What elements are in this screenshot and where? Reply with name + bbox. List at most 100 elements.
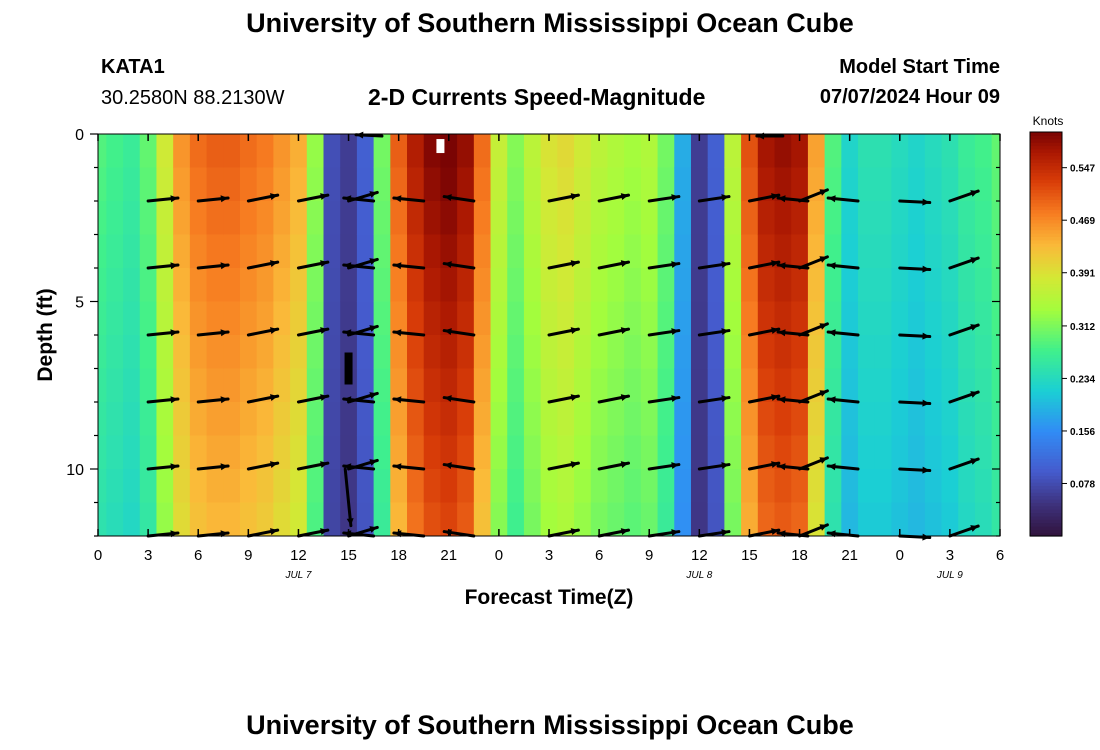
heatmap-cell [290,301,308,336]
heatmap-cell [440,301,458,336]
current-vector [826,396,860,404]
current-vector [442,261,476,270]
colorbar-segment [1030,357,1062,362]
heatmap-cell [974,301,993,336]
heatmap-cell [490,502,508,536]
current-vector [442,328,476,337]
current-vector [246,327,280,337]
heatmap-cell [540,268,558,303]
heatmap-cell [690,301,709,336]
heatmap-cell [390,134,408,169]
heatmap-cell [98,368,107,403]
vector-head [220,329,229,337]
current-vector [826,195,860,203]
colorbar-segment [1030,276,1062,281]
colorbar-segment [1030,233,1062,237]
colorbar-segment [1030,431,1062,436]
vector-head [170,329,178,337]
heatmap-cell [640,167,659,202]
heatmap-cell [690,134,709,169]
heatmap-cell [590,201,609,236]
heatmap-cell [373,335,391,370]
vector-head [270,327,278,334]
vector-head [922,332,930,340]
heatmap-cell [306,134,325,169]
colorbar-segment [1030,347,1062,352]
heatmap-cell [290,469,308,504]
heatmap-cell [323,435,341,470]
vector-head [369,258,378,265]
colorbar-segment [1030,334,1062,338]
current-vector [196,463,230,471]
current-vector [342,329,376,337]
heatmap-cell [156,134,174,169]
heatmap-cell [407,301,425,336]
heatmap-cell [306,502,325,536]
colorbar-segment [1030,195,1062,200]
vector-head [620,461,629,468]
heatmap-cell [741,402,759,437]
heatmap-cell [239,402,258,437]
heatmap-cell [774,134,792,169]
colorbar-segment [1030,381,1062,386]
colorbar-segment [1030,165,1062,170]
heatmap-cell [156,201,174,236]
vector-head [970,190,979,197]
heatmap-cell [490,234,508,269]
vector-head [922,265,930,273]
heatmap-cell [507,268,525,303]
heatmap-cell [407,435,425,470]
heatmap-cell [457,335,475,370]
heatmap-cell [908,435,926,470]
heatmap-cell [323,469,341,504]
heatmap-cell [373,201,391,236]
heatmap-cell [841,368,859,403]
heatmap-cell [473,134,492,169]
current-vector [342,396,376,404]
x-tick-label: 6 [595,547,603,564]
heatmap-cell [356,268,375,303]
vector-head [671,529,679,537]
heatmap-cell [139,201,158,236]
heatmap-cell [457,301,475,336]
heatmap-cell [139,167,158,202]
heatmap-cell [457,234,475,269]
heatmap-cell [774,201,792,236]
colorbar-segment [1030,283,1062,288]
heatmap-cell [841,134,859,169]
heatmap-cell [640,402,659,437]
heatmap-cell [256,201,274,236]
heatmap-cell [557,167,575,202]
heatmap-cell [390,435,408,470]
heatmap-cell [98,234,107,269]
heatmap-cell [440,167,458,202]
heatmap-cell [440,134,458,169]
colorbar-segment [1030,519,1062,524]
heatmap-cell [574,268,592,303]
heatmap-cell [507,335,525,370]
heatmap-cell [924,469,943,504]
colorbar-segment [1030,509,1062,514]
heatmap-cell [941,268,959,303]
current-vector [342,262,376,270]
heatmap-cell [206,134,224,169]
heatmap-cell [657,368,675,403]
current-vector [392,396,426,404]
heatmap-cell [373,469,391,504]
heatmap-cell [941,502,959,536]
heatmap-cell [607,201,625,236]
current-vector [196,195,230,203]
heatmap-cell [490,301,508,336]
heatmap-cell [807,134,826,169]
colorbar-segment [1030,209,1062,214]
heatmap-cell [941,435,959,470]
heatmap-cell [507,134,525,169]
heatmap-cell [256,469,274,504]
current-vector [342,463,376,471]
colorbar-segment [1030,293,1062,298]
current-vector [146,195,180,203]
current-vector [547,327,580,337]
heatmap-cell [290,368,308,403]
heatmap-cell [98,301,107,336]
vector-head [393,396,402,404]
